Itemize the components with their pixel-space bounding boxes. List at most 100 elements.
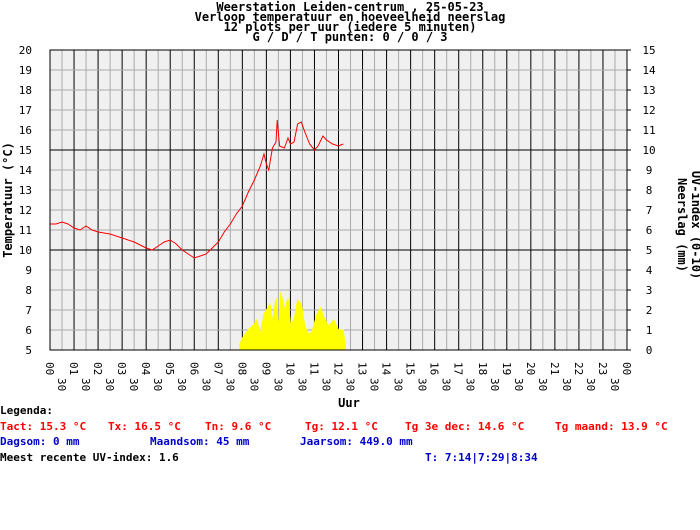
x-tick-label: 06 bbox=[187, 362, 200, 375]
y-tick-label: 12 bbox=[19, 204, 32, 217]
y-tick-label: 11 bbox=[19, 224, 32, 237]
x-tick-label: 30 bbox=[608, 378, 621, 391]
x-tick-label: 30 bbox=[560, 378, 573, 391]
y2-tick-label: 2 bbox=[646, 304, 653, 317]
title: 12 plots per uur (iedere 5 minuten) bbox=[224, 20, 477, 34]
legend-text: Dagsom: 0 mm bbox=[0, 435, 80, 448]
y2-tick-label: 1 bbox=[646, 324, 653, 337]
y2-tick-label: 8 bbox=[646, 184, 653, 197]
x-tick-label: 30 bbox=[584, 378, 597, 391]
x-tick-label: 30 bbox=[512, 378, 525, 391]
x-tick-label: 30 bbox=[488, 378, 501, 391]
title: G / D / T punten: 0 / 0 / 3 bbox=[252, 30, 447, 44]
legend-text: Tn: 9.6 °C bbox=[205, 420, 271, 433]
x-tick-label: 12 bbox=[332, 362, 345, 375]
legend-text: Tg maand: 13.9 °C bbox=[555, 420, 668, 433]
legend-text: Tg: 12.1 °C bbox=[305, 420, 378, 433]
x-tick-label: 17 bbox=[452, 362, 465, 375]
y-tick-label: 8 bbox=[25, 284, 32, 297]
x-tick-label: 13 bbox=[356, 362, 369, 375]
plot-border bbox=[49, 49, 628, 351]
x-tick-label: 10 bbox=[283, 362, 296, 375]
y-tick-label: 20 bbox=[19, 44, 32, 57]
x-tick-label: 30 bbox=[103, 378, 116, 391]
x-tick-label: 30 bbox=[416, 378, 429, 391]
y-tick-label: 10 bbox=[19, 244, 32, 257]
y-axis-label: Temperatuur (°C) bbox=[1, 142, 15, 258]
x-tick-label: 04 bbox=[139, 362, 152, 376]
legend-text: T: 7:14|7:29|8:34 bbox=[425, 451, 538, 464]
x-tick-label: 30 bbox=[151, 378, 164, 391]
y2-tick-label: 5 bbox=[646, 244, 653, 257]
x-tick-label: 05 bbox=[163, 362, 176, 375]
x-tick-label: 00 bbox=[620, 362, 633, 375]
legend-text: Tg 3e dec: 14.6 °C bbox=[405, 420, 524, 433]
x-tick-label: 30 bbox=[127, 378, 140, 391]
title: Verloop temperatuur en hoeveelheid neers… bbox=[195, 10, 506, 24]
y-tick-label: 6 bbox=[25, 324, 32, 337]
x-tick-label: 11 bbox=[307, 362, 320, 375]
y2-tick-label: 0 bbox=[646, 344, 653, 357]
x-tick-label: 30 bbox=[199, 378, 212, 391]
y2-tick-label: 11 bbox=[642, 124, 655, 137]
y2-tick-label: 12 bbox=[642, 104, 655, 117]
legend-text: Tact: 15.3 °C bbox=[0, 420, 86, 433]
x-tick-label: 09 bbox=[259, 362, 272, 375]
y-tick-label: 15 bbox=[19, 144, 32, 157]
x-tick-label: 30 bbox=[536, 378, 549, 391]
x-tick-label: 30 bbox=[55, 378, 68, 391]
x-tick-label: 03 bbox=[115, 362, 128, 375]
x-tick-label: 00 bbox=[43, 362, 56, 375]
x-tick-label: 08 bbox=[235, 362, 248, 375]
x-tick-label: 30 bbox=[223, 378, 236, 391]
y-tick-label: 18 bbox=[19, 84, 32, 97]
x-tick-label: 20 bbox=[524, 362, 537, 375]
x-axis-label: Uur bbox=[338, 396, 360, 410]
x-tick-label: 21 bbox=[548, 362, 561, 375]
y2-tick-label: 7 bbox=[646, 204, 653, 217]
x-tick-label: 01 bbox=[67, 362, 80, 375]
x-tick-label: 30 bbox=[368, 378, 381, 391]
y-tick-label: 5 bbox=[25, 344, 32, 357]
x-tick-label: 16 bbox=[428, 362, 441, 375]
x-tick-label: 30 bbox=[319, 378, 332, 391]
y2-tick-label: 13 bbox=[642, 84, 655, 97]
legend-text: Maandsom: 45 mm bbox=[150, 435, 250, 448]
legend-text: Legenda: bbox=[0, 404, 53, 417]
temperature-line bbox=[50, 119, 344, 259]
legend-text: Jaarsom: 449.0 mm bbox=[300, 435, 413, 448]
x-tick-label: 30 bbox=[295, 378, 308, 391]
legend-text: Tx: 16.5 °C bbox=[108, 420, 181, 433]
y2-axis-label: Neerslag (mm) bbox=[675, 178, 689, 272]
y2-tick-label: 6 bbox=[646, 224, 653, 237]
x-tick-label: 07 bbox=[211, 362, 224, 375]
y2-axis-label: UV-index (0-10) bbox=[689, 171, 700, 279]
y-tick-label: 9 bbox=[25, 264, 32, 277]
x-tick-label: 30 bbox=[392, 378, 405, 391]
legend-text: Meest recente UV-index: 1.6 bbox=[0, 451, 179, 464]
x-tick-label: 30 bbox=[344, 378, 357, 391]
x-tick-label: 18 bbox=[476, 362, 489, 375]
x-tick-label: 30 bbox=[79, 378, 92, 391]
y2-tick-label: 4 bbox=[646, 264, 653, 277]
x-tick-label: 02 bbox=[91, 362, 104, 375]
x-tick-label: 22 bbox=[572, 362, 585, 375]
y-tick-label: 19 bbox=[19, 64, 32, 77]
title: Weerstation Leiden-centrum , 25-05-23 bbox=[216, 0, 483, 14]
y2-tick-label: 15 bbox=[642, 44, 655, 57]
uv-area bbox=[239, 291, 347, 351]
y-tick-label: 14 bbox=[19, 164, 33, 177]
y-tick-label: 16 bbox=[19, 124, 32, 137]
x-tick-label: 30 bbox=[247, 378, 260, 391]
y2-tick-label: 3 bbox=[646, 284, 653, 297]
x-tick-label: 14 bbox=[380, 362, 393, 376]
y2-tick-label: 14 bbox=[642, 64, 656, 77]
x-tick-label: 15 bbox=[404, 362, 417, 375]
y2-tick-label: 9 bbox=[646, 164, 653, 177]
x-tick-label: 30 bbox=[440, 378, 453, 391]
y2-tick-label: 10 bbox=[642, 144, 655, 157]
y-tick-label: 17 bbox=[19, 104, 32, 117]
y-tick-label: 13 bbox=[19, 184, 32, 197]
x-tick-label: 30 bbox=[464, 378, 477, 391]
